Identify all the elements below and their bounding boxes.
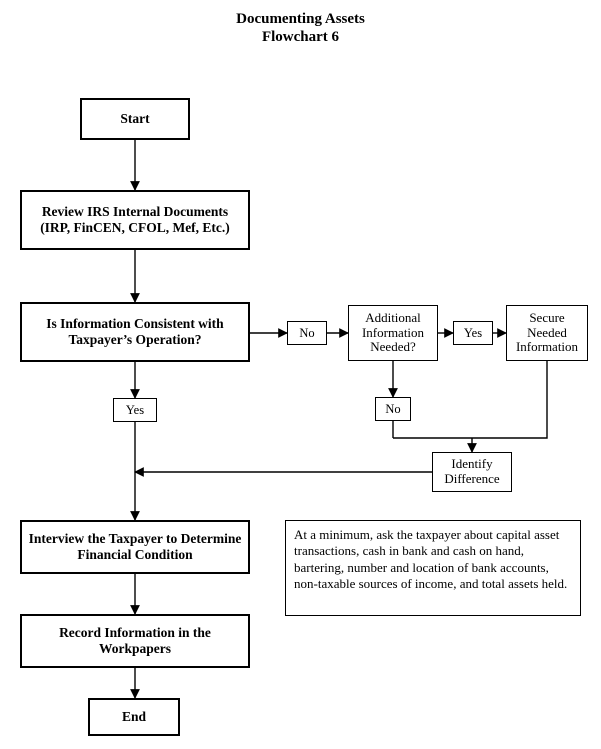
- node-label: Secure Needed Information: [513, 311, 581, 356]
- node-label: No: [299, 326, 314, 340]
- node-label: Yes: [126, 403, 144, 417]
- node-start: Start: [80, 98, 190, 140]
- node-review-documents: Review IRS Internal Documents (IRP, FinC…: [20, 190, 250, 250]
- node-label: Additional Information Needed?: [355, 311, 431, 356]
- node-label: Interview the Taxpayer to Determine Fina…: [28, 531, 242, 562]
- node-label: Identify Difference: [439, 457, 505, 487]
- node-secure-information: Secure Needed Information: [506, 305, 588, 361]
- node-interview-taxpayer: Interview the Taxpayer to Determine Fina…: [20, 520, 250, 574]
- node-label: Yes: [464, 326, 482, 340]
- flowchart-stage: Documenting Assets Flowchart 6 Start Rev…: [0, 0, 601, 749]
- node-label: Start: [120, 111, 149, 127]
- node-label: Record Information in the Workpapers: [28, 625, 242, 656]
- node-label: End: [122, 709, 146, 725]
- node-no-2: No: [375, 397, 411, 421]
- node-end: End: [88, 698, 180, 736]
- node-label: Is Information Consistent with Taxpayer’…: [28, 316, 242, 347]
- node-label: Review IRS Internal Documents (IRP, FinC…: [28, 204, 242, 235]
- side-note: At a minimum, ask the taxpayer about cap…: [285, 520, 581, 616]
- node-label: No: [385, 402, 400, 416]
- node-identify-difference: Identify Difference: [432, 452, 512, 492]
- node-additional-question: Additional Information Needed?: [348, 305, 438, 361]
- node-no-1: No: [287, 321, 327, 345]
- node-yes-2: Yes: [453, 321, 493, 345]
- node-consistent-question: Is Information Consistent with Taxpayer’…: [20, 302, 250, 362]
- note-text: At a minimum, ask the taxpayer about cap…: [294, 527, 567, 591]
- node-yes-1: Yes: [113, 398, 157, 422]
- node-record-workpapers: Record Information in the Workpapers: [20, 614, 250, 668]
